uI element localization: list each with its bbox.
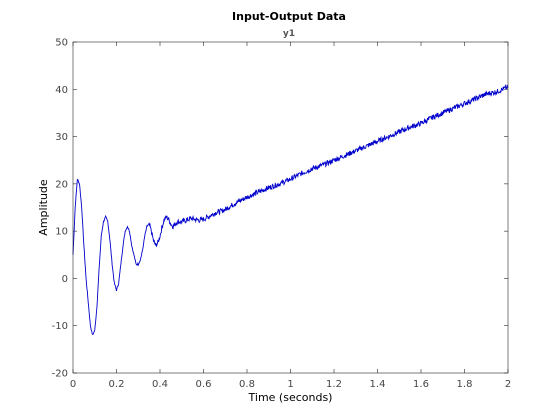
x-tick-label: 1.8 <box>457 379 473 390</box>
x-tick-label: 0.4 <box>152 379 168 390</box>
y-axis-label: Amplitude <box>37 179 50 236</box>
y-tick-label: 40 <box>55 85 68 96</box>
plot-area <box>73 42 508 373</box>
x-tick-label: 0.2 <box>109 379 125 390</box>
y-tick-label: 10 <box>55 227 68 238</box>
y-tick-label: 0 <box>62 274 68 285</box>
x-tick-label: 2 <box>505 379 511 390</box>
x-tick-label: 0.6 <box>196 379 212 390</box>
y-tick-label: 20 <box>55 179 68 190</box>
plot-border <box>72 41 509 374</box>
y-tick-label: -20 <box>52 369 68 380</box>
x-tick-label: 1 <box>287 379 293 390</box>
ticks-layer: 0 0.2 0.4 0.6 0.8 1 1.2 1.4 1.6 1.8 2 -20 -10 0 10 20 30… <box>52 38 512 391</box>
x-tick-label: 1.4 <box>370 379 386 390</box>
y-tick-label: -10 <box>52 321 68 332</box>
y-tick-label: 50 <box>55 38 68 49</box>
x-tick-label: 0.8 <box>239 379 255 390</box>
chart-subtitle: y1 <box>283 29 295 39</box>
x-axis-label: Time (seconds) <box>248 391 333 404</box>
chart-title: Input-Output Data <box>232 10 346 23</box>
series-line-y1 <box>72 84 509 335</box>
x-tick-label: 1.6 <box>413 379 429 390</box>
y-tick-label: 30 <box>55 132 68 143</box>
x-tick-label: 1.2 <box>326 379 342 390</box>
x-tick-label: 0 <box>70 379 76 390</box>
